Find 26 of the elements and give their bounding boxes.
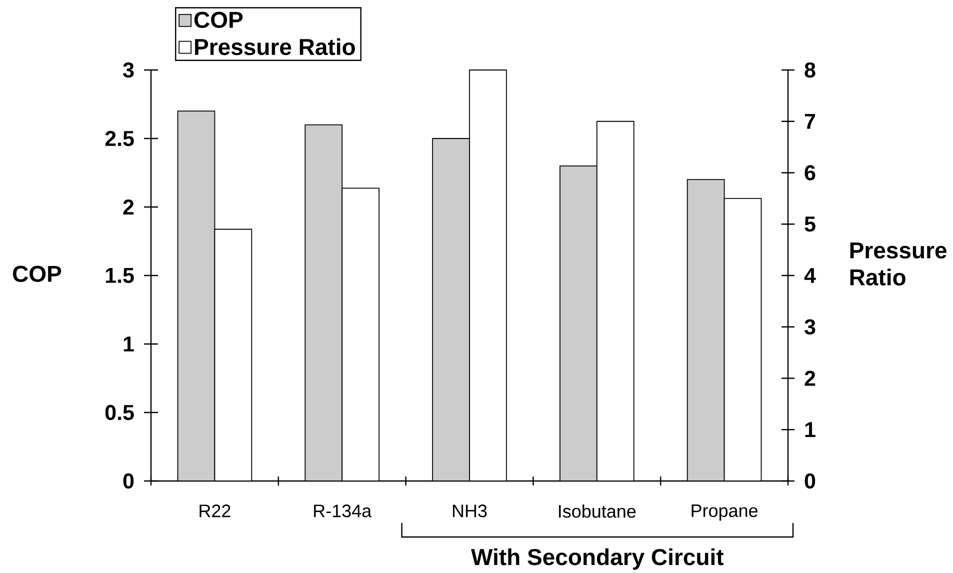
y-tick-label: 1.5: [106, 268, 134, 283]
y-tick-label: 2.5: [105, 130, 134, 146]
y2-tick-label: 6: [804, 165, 816, 180]
y-tick-label: 0.5: [105, 404, 134, 420]
x-tick-label: NH3: [452, 504, 487, 518]
x-tick-label: Isobutane: [559, 504, 636, 518]
y2-tick-label: 8: [804, 62, 816, 78]
legend-label: COP: [194, 12, 243, 28]
x-tick-label: Propane: [692, 504, 758, 521]
x-tick-label: R-134a: [314, 504, 372, 518]
y-tick-label: 2: [123, 199, 134, 214]
y2-tick-label: 1: [805, 422, 816, 438]
y-axis-title: COP: [12, 266, 62, 282]
y2-tick-label: 0: [804, 473, 816, 489]
y-tick-label: 3: [123, 62, 134, 78]
y-tick-label: 1: [124, 336, 134, 352]
legend-label: Pressure Ratio: [195, 38, 355, 56]
y2-tick-label: 4: [804, 268, 816, 283]
y-tick-label: 0: [123, 473, 134, 489]
x-tick-label: R22: [200, 504, 230, 518]
y2-tick-label: 7: [804, 114, 816, 129]
y2-tick-label: 5: [804, 216, 816, 232]
y2-tick-label: 2: [804, 370, 816, 386]
y2-axis-title: Pressure Ratio: [850, 242, 946, 286]
y2-tick-label: 3: [804, 319, 816, 334]
text: With Secondary Circuit: [471, 548, 724, 570]
